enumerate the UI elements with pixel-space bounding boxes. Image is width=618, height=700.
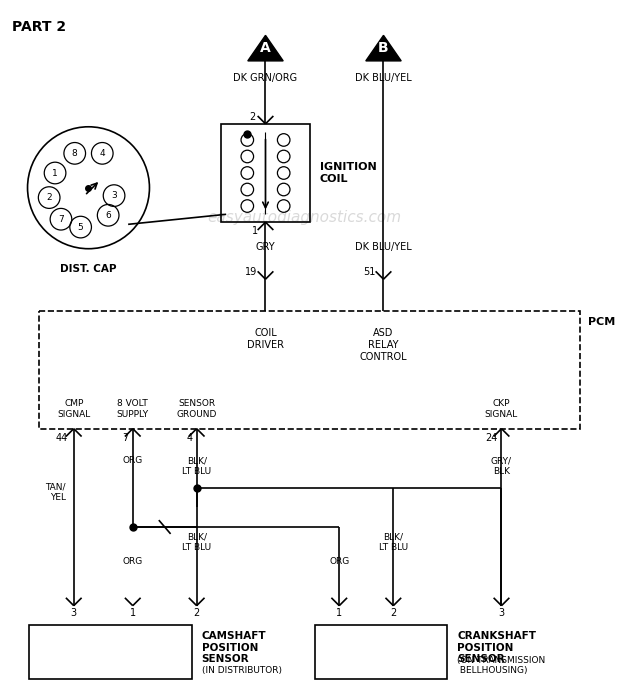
- Text: 5: 5: [78, 223, 83, 232]
- Text: IGNITION
COIL: IGNITION COIL: [320, 162, 376, 184]
- Bar: [221, 124, 310, 222]
- Text: BLK/
LT BLU: BLK/ LT BLU: [379, 532, 408, 552]
- Text: 8: 8: [72, 149, 78, 158]
- Text: ORG: ORG: [122, 557, 143, 566]
- Text: 4: 4: [99, 149, 105, 158]
- Text: (IN DISTRIBUTOR): (IN DISTRIBUTOR): [201, 666, 282, 676]
- Text: TAN/
YEL: TAN/ YEL: [45, 483, 66, 502]
- Text: 2: 2: [193, 608, 200, 617]
- Text: ASD
RELAY
CONTROL: ASD RELAY CONTROL: [360, 328, 407, 362]
- Text: DK BLU/YEL: DK BLU/YEL: [355, 73, 412, 83]
- Text: GRY/
BLK: GRY/ BLK: [491, 456, 512, 475]
- Text: 1: 1: [52, 169, 58, 178]
- Text: DK GRN/ORG: DK GRN/ORG: [234, 73, 297, 83]
- Text: SENSOR
GROUND: SENSOR GROUND: [177, 399, 217, 419]
- Text: 2: 2: [390, 608, 397, 617]
- Text: CAMSHAFT
POSITION
SENSOR: CAMSHAFT POSITION SENSOR: [201, 631, 266, 664]
- Polygon shape: [366, 35, 401, 61]
- Text: (ON TRANSMISSION
 BELLHOUSING): (ON TRANSMISSION BELLHOUSING): [457, 656, 546, 676]
- Text: 3: 3: [499, 608, 504, 617]
- Text: 2: 2: [250, 112, 256, 122]
- Text: B: B: [378, 41, 389, 55]
- Text: 3: 3: [111, 191, 117, 200]
- Text: A: A: [260, 41, 271, 55]
- Text: 44: 44: [56, 433, 68, 442]
- Text: BLK/
LT BLU: BLK/ LT BLU: [182, 532, 211, 552]
- Text: 2: 2: [46, 193, 52, 202]
- Text: 3: 3: [70, 608, 77, 617]
- Bar: [315, 625, 447, 680]
- Text: 24: 24: [485, 433, 497, 442]
- Text: CRANKSHAFT
POSITION
SENSOR: CRANKSHAFT POSITION SENSOR: [457, 631, 536, 664]
- Text: easyautodiagnostics.com: easyautodiagnostics.com: [208, 210, 402, 225]
- Bar: [40, 311, 580, 428]
- Bar: [30, 625, 192, 680]
- Polygon shape: [248, 35, 283, 61]
- Text: GRY: GRY: [256, 241, 275, 252]
- Text: 7: 7: [122, 433, 129, 442]
- Text: PCM: PCM: [588, 316, 616, 327]
- Text: 51: 51: [363, 267, 376, 277]
- Text: 8 VOLT
SUPPLY: 8 VOLT SUPPLY: [117, 399, 149, 419]
- Text: 19: 19: [245, 267, 258, 277]
- Text: CKP
SIGNAL: CKP SIGNAL: [485, 399, 518, 419]
- Text: DK BLU/YEL: DK BLU/YEL: [355, 241, 412, 252]
- Text: ORG: ORG: [329, 557, 349, 566]
- Text: DIST. CAP: DIST. CAP: [60, 265, 117, 274]
- Text: 7: 7: [58, 215, 64, 224]
- Text: 6: 6: [105, 211, 111, 220]
- Text: 4: 4: [187, 433, 193, 442]
- Text: COIL
DRIVER: COIL DRIVER: [247, 328, 284, 350]
- Text: ORG: ORG: [122, 456, 143, 466]
- Text: 1: 1: [130, 608, 136, 617]
- Text: 1: 1: [252, 226, 258, 236]
- Text: PART 2: PART 2: [12, 20, 66, 34]
- Text: 1: 1: [336, 608, 342, 617]
- Text: CMP
SIGNAL: CMP SIGNAL: [57, 399, 90, 419]
- Text: BLK/
LT BLU: BLK/ LT BLU: [182, 456, 211, 475]
